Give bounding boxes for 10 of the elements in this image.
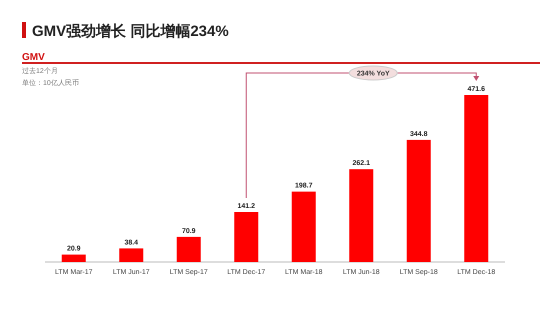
bar — [292, 192, 316, 262]
chart-title: GMV强劲增长 同比增幅234% — [32, 23, 229, 40]
bar — [119, 248, 144, 262]
bar — [406, 140, 431, 262]
bar — [234, 212, 258, 262]
bar — [176, 236, 201, 262]
chart-subtitle: GMV — [22, 52, 46, 63]
bar — [62, 254, 86, 262]
bar — [349, 169, 374, 262]
bar — [464, 95, 488, 262]
